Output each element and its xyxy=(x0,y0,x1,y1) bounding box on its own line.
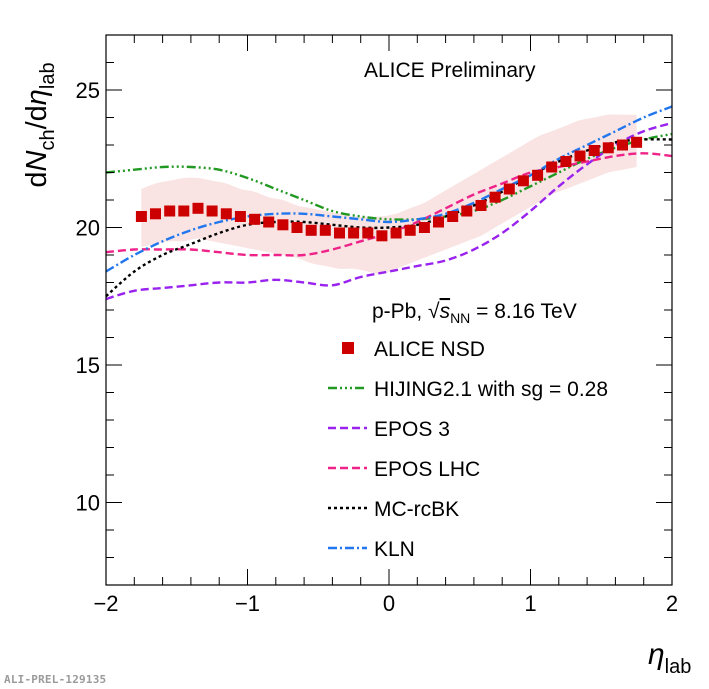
legend-label: EPOS 3 xyxy=(374,418,450,441)
model-curve-1 xyxy=(105,121,673,301)
data-point xyxy=(546,161,558,173)
chart-title: ALICE Preliminary xyxy=(364,59,536,82)
data-point xyxy=(234,211,246,222)
legend-label: ALICE NSD xyxy=(374,338,485,361)
x-tick-label: 2 xyxy=(666,591,678,616)
y-tick-label: 10 xyxy=(76,491,100,516)
model-curve-3 xyxy=(105,138,673,298)
legend-marker xyxy=(342,342,354,354)
svg-text:dNch/dηlab: dNch/dηlab xyxy=(21,62,59,187)
data-point xyxy=(574,150,586,162)
legend-entry: KLN xyxy=(328,538,415,561)
data-point xyxy=(150,208,161,220)
data-point xyxy=(461,205,473,217)
model-curve-0 xyxy=(105,132,673,221)
legend-label: HIJING2.1 with sg = 0.28 xyxy=(374,378,608,401)
legend-entry: HIJING2.1 with sg = 0.28 xyxy=(328,378,608,401)
legend-entries: ALICE NSD HIJING2.1 with sg = 0.28 EPOS 3 E… xyxy=(328,338,608,561)
data-point xyxy=(362,227,374,239)
data-point xyxy=(433,216,444,228)
data-point xyxy=(376,230,388,242)
data-point xyxy=(517,175,529,187)
legend-label: EPOS LHC xyxy=(374,458,480,481)
data-point xyxy=(334,227,345,239)
legend-entry: ALICE NSD xyxy=(342,338,485,361)
legend-entry: EPOS 3 xyxy=(328,418,450,441)
x-axis-label: ηlab xyxy=(648,638,691,678)
data-point xyxy=(319,224,331,236)
x-tick-label: 1 xyxy=(524,591,536,616)
data-markers-layer xyxy=(135,136,643,242)
preliminary-id: ALI-PREL-129135 xyxy=(4,673,107,686)
data-point xyxy=(602,142,614,154)
data-point xyxy=(178,205,190,217)
data-point xyxy=(220,208,232,220)
data-point xyxy=(532,169,544,181)
system-label: p-Pb, √sNN = 8.16 TeV xyxy=(372,300,577,326)
data-point xyxy=(617,139,628,151)
legend: p-Pb, √sNN = 8.16 TeV ALICE NSD HIJING2.1… xyxy=(328,300,608,561)
data-point xyxy=(418,222,430,233)
model-curve-4 xyxy=(105,105,673,273)
data-point xyxy=(404,224,416,236)
data-point xyxy=(560,156,572,167)
data-point xyxy=(390,227,402,239)
model-curves-layer xyxy=(105,105,673,301)
data-point xyxy=(164,205,176,217)
data-point xyxy=(503,183,515,195)
data-point xyxy=(277,219,289,231)
data-point xyxy=(206,205,218,217)
data-point xyxy=(631,136,643,148)
systematic-uncertainty-band xyxy=(141,114,637,275)
legend-entry: EPOS LHC xyxy=(328,458,480,481)
y-axis-label: dNch/dηlab xyxy=(21,62,59,187)
axis-ticks-layer: −2 −1 0 1 2 10 15 20 25 xyxy=(76,34,678,616)
x-tick-label: 0 xyxy=(383,591,395,616)
data-point xyxy=(447,211,459,222)
data-point xyxy=(291,222,303,233)
systematic-band-layer xyxy=(141,114,637,275)
y-tick-label: 25 xyxy=(76,78,100,103)
data-point xyxy=(305,224,317,236)
data-point xyxy=(475,200,487,211)
x-tick-label: −1 xyxy=(235,591,260,616)
data-point xyxy=(489,191,501,203)
legend-entry: MC-rcBK xyxy=(328,498,459,521)
data-point xyxy=(263,216,275,228)
data-point xyxy=(192,202,204,214)
data-point xyxy=(348,227,360,239)
legend-label: MC-rcBK xyxy=(374,498,459,521)
y-tick-label: 20 xyxy=(76,216,100,241)
data-point xyxy=(135,211,147,222)
legend-label: KLN xyxy=(374,538,415,561)
data-point xyxy=(249,213,261,225)
x-tick-label: −2 xyxy=(93,591,118,616)
data-point xyxy=(588,145,600,156)
y-tick-label: 15 xyxy=(76,353,100,378)
